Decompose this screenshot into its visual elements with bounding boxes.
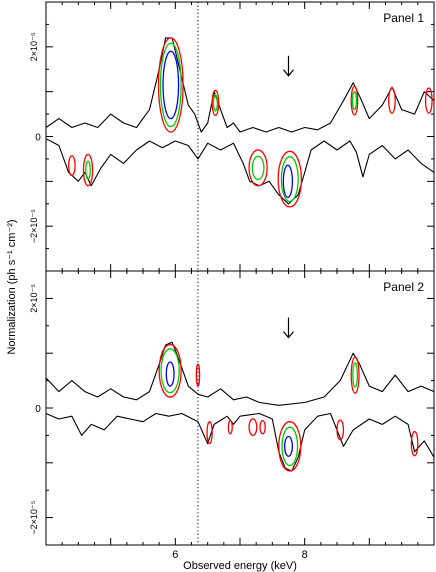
panel-title: Panel 2 — [383, 280, 424, 294]
contour-green — [160, 348, 180, 394]
panel-1-frame — [45, 1, 435, 272]
contour-red — [410, 430, 419, 457]
contour-green — [212, 94, 219, 112]
contour-red — [350, 356, 360, 394]
contour-green — [351, 91, 358, 111]
panel-2-frame — [45, 270, 435, 546]
contour-green — [85, 160, 91, 180]
arrow-marker-head — [283, 331, 294, 339]
lower-envelope-line — [45, 138, 435, 205]
contour-blue — [162, 50, 180, 120]
y-tick-label: 2×10⁻⁵ — [29, 32, 39, 61]
contour-red — [424, 87, 433, 114]
y-tick-label: −2×10⁻⁵ — [29, 209, 39, 243]
contour-red — [278, 421, 302, 472]
contour-red — [388, 87, 396, 114]
x-tick-label: 8 — [302, 549, 308, 561]
contour-red — [195, 363, 201, 387]
contour-red — [350, 85, 359, 116]
contour-red — [259, 419, 266, 435]
contour-red — [277, 150, 303, 208]
y-axis-label: Normalization (ph s⁻¹ cm⁻²) — [6, 219, 18, 354]
y-tick-label: 0 — [35, 133, 41, 144]
contour-red — [248, 418, 258, 437]
contour-green — [159, 42, 182, 128]
x-tick-label: 6 — [172, 549, 178, 561]
contour-red — [158, 343, 182, 398]
contour-red — [82, 153, 94, 187]
contour-blue — [283, 435, 294, 457]
panel-2: 6 8 2×10⁻⁵ 0 −2×10⁻⁵ Panel 2 — [29, 270, 435, 561]
panel-title: Panel 1 — [383, 11, 424, 25]
contour-red — [157, 37, 184, 133]
contour-red — [211, 89, 220, 117]
arrow-marker-head — [283, 69, 294, 77]
contour-green — [352, 362, 359, 388]
contour-blue — [282, 164, 294, 199]
y-tick-label: −2×10⁻⁵ — [29, 500, 39, 534]
upper-envelope-line — [45, 37, 435, 133]
y-tick-label: 2×10⁻⁵ — [29, 284, 39, 313]
x-axis-label: Observed energy (keV) — [183, 560, 297, 572]
y-tick-label: 0 — [35, 404, 41, 415]
contour-red — [206, 421, 213, 445]
contour-red — [67, 155, 76, 177]
contour-red — [336, 419, 345, 441]
contour-red — [248, 149, 268, 187]
contour-blue — [165, 361, 175, 387]
upper-envelope-line — [45, 341, 435, 406]
contour-green — [281, 426, 299, 467]
contour-green — [251, 155, 265, 181]
lower-envelope-line — [45, 412, 435, 472]
contour-red — [227, 419, 233, 435]
panel-1: 2×10⁻⁵ 0 −2×10⁻⁵ Panel 1 — [29, 1, 435, 272]
panels-group: 2×10⁻⁵ 0 −2×10⁻⁵ Panel 1 6 8 2×10⁻⁵ 0 −2×10⁻⁵ Pan… — [29, 1, 435, 561]
contour-green — [280, 156, 299, 203]
